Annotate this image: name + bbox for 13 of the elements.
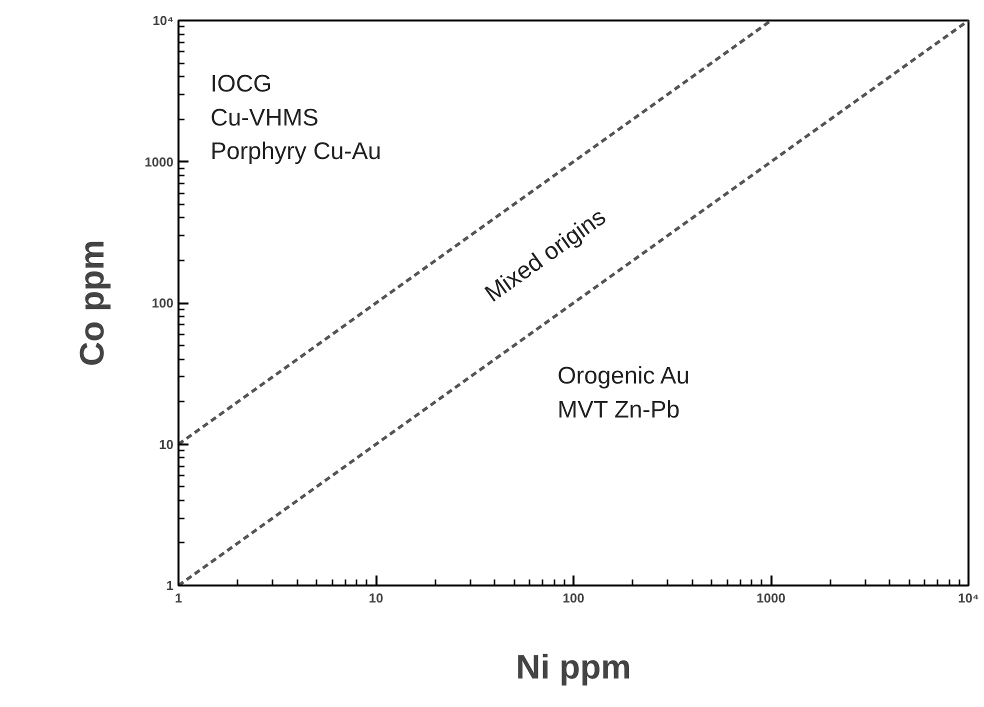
x-tick-label: 10 [368, 590, 384, 606]
x-tick-label: 10⁴ [958, 590, 979, 606]
x-tick-label: 1000 [756, 590, 786, 606]
y-tick-label: 1 [166, 578, 174, 593]
annotation: IOCG Cu-VHMS Porphyry Cu-Au [210, 70, 382, 165]
x-tick-label: 100 [562, 590, 584, 606]
y-tick-label: 10 [159, 436, 174, 452]
y-axis-title: Co ppm [74, 240, 112, 366]
x-axis-title: Ni ppm [516, 648, 632, 686]
y-tick-label: 100 [152, 296, 174, 310]
y-tick-label: 1000 [144, 154, 174, 170]
annotation: Orogenic Au MVT Zn-Pb [558, 362, 690, 424]
y-tick-label: 10⁴ [152, 13, 174, 28]
